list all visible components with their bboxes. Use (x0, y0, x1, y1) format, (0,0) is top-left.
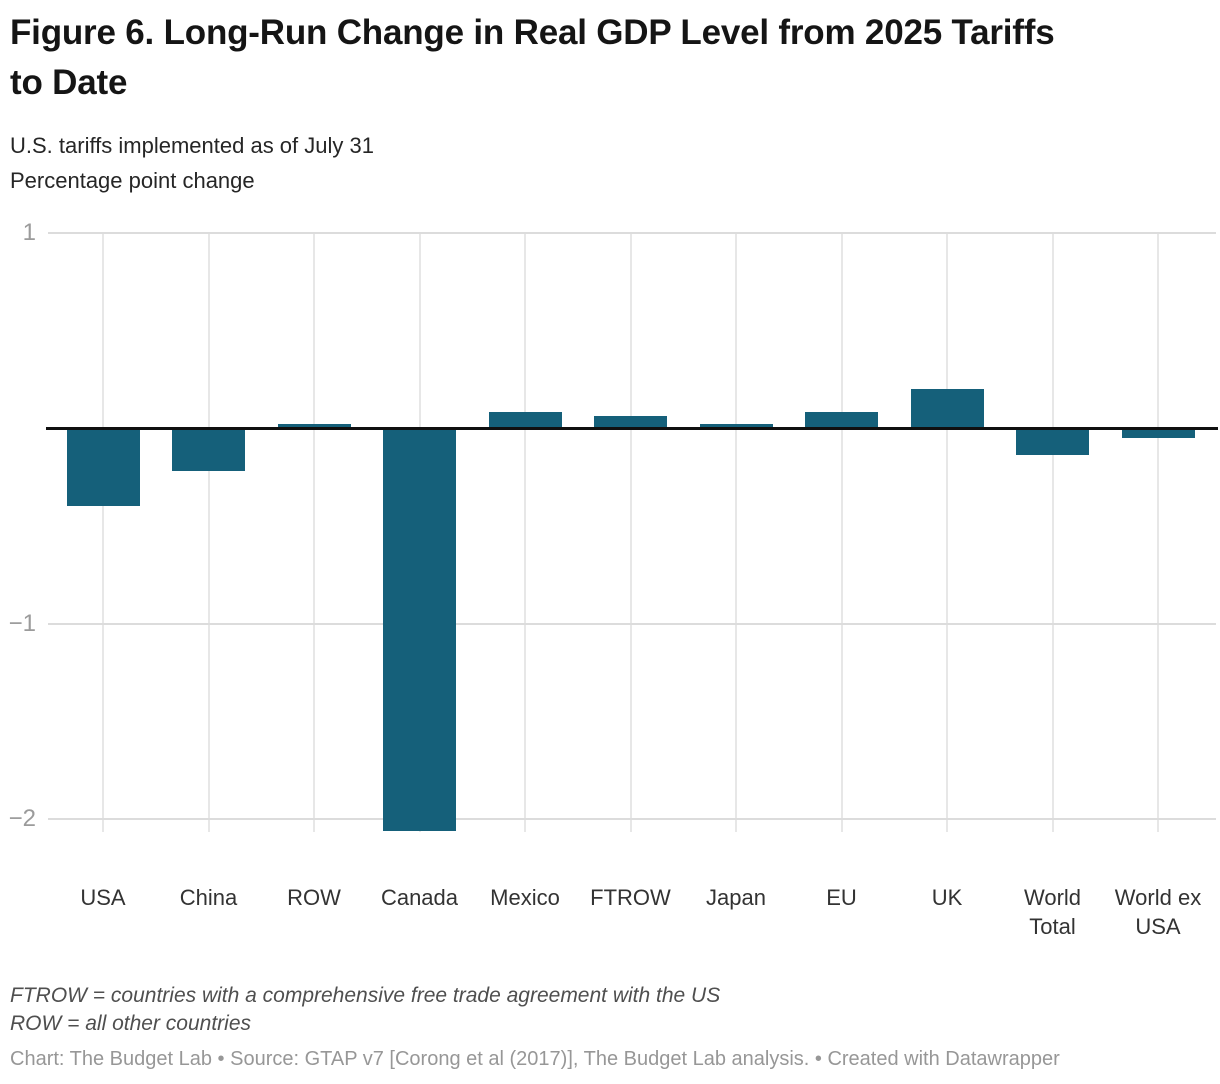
vertical-gridline (313, 232, 315, 832)
bar-world-ex-usa (1121, 428, 1195, 438)
x-axis-category-label: Japan (706, 885, 766, 910)
vertical-gridline (946, 232, 948, 832)
x-axis-category-label: China (179, 885, 238, 910)
bar-uk (910, 388, 984, 428)
horizontal-gridline (48, 622, 1216, 625)
vertical-gridline (840, 232, 843, 832)
footnote-ftrow: FTROW = countries with a comprehensive f… (10, 984, 721, 1007)
chart-credit: Chart: The Budget Lab • Source: GTAP v7 … (10, 1048, 1060, 1070)
plot-area: 1 −1 −2 USA China ROW Canada Mexico FTROW Japan EU… (0, 215, 1220, 945)
bar-row (277, 424, 351, 428)
x-axis-category-label: World ex USA (1114, 885, 1202, 939)
x-axis-category-label: USA (80, 885, 126, 910)
horizontal-gridline (48, 818, 1216, 820)
y-axis-tick-label: −1 (8, 609, 36, 637)
y-axis-tick-label: −2 (8, 805, 36, 832)
vertical-gridline (102, 232, 104, 832)
chart-subtitle: U.S. tariffs implemented as of July 31 (10, 133, 374, 158)
bar-japan (699, 424, 773, 428)
x-axis-category-label: Mexico (490, 885, 560, 910)
x-axis-category-label: Canada (380, 885, 459, 910)
vertical-gridline (1051, 232, 1054, 832)
bar-eu (805, 412, 878, 428)
x-axis-category-label: ROW (287, 885, 341, 910)
bar-usa (66, 428, 140, 507)
x-axis-category-label: UK (931, 885, 963, 910)
chart-unit-label: Percentage point change (10, 168, 255, 193)
vertical-gridline (207, 232, 210, 832)
vertical-gridline (1157, 232, 1159, 832)
bar-canada (383, 428, 456, 831)
chart-title: Figure 6. Long-Run Change in Real GDP Le… (10, 13, 1055, 102)
horizontal-gridline (48, 231, 1216, 234)
zero-axis-line (46, 426, 1218, 430)
x-axis-category-label: FTROW (590, 885, 671, 910)
vertical-gridline (524, 232, 526, 832)
bar-ftrow (594, 416, 667, 428)
bar-china (172, 428, 245, 471)
vertical-gridline (629, 232, 632, 832)
bar-world-total (1016, 428, 1089, 456)
y-axis-tick-label: 1 (22, 218, 36, 246)
x-axis-category-label: World Total (1023, 885, 1082, 939)
bar-mexico (488, 412, 562, 428)
footnote-row: ROW = all other countries (10, 1012, 252, 1035)
vertical-gridline (735, 232, 737, 832)
x-axis-category-label: EU (826, 885, 857, 910)
